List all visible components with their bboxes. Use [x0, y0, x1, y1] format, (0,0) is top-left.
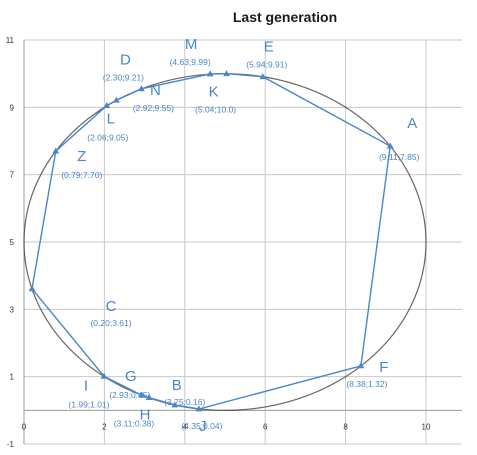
y-tick-label: 5 [10, 238, 15, 247]
point-coord-g: (2.93;0.45) [109, 390, 150, 400]
point-coord-k: (5.04;10.0) [195, 105, 236, 115]
chart-title: Last generation [233, 9, 337, 25]
point-coord-i: (1.99;1.01) [68, 399, 109, 409]
point-marker [357, 362, 365, 369]
point-marker [113, 96, 120, 103]
x-tick-label: 2 [102, 422, 107, 431]
point-coord-z: (0.79;7.70) [61, 170, 102, 180]
point-coord-d: (2.30;9.21) [103, 72, 144, 82]
point-marker [100, 372, 108, 379]
grid: 0 2 4 6 8 10 -1 1 3 5 7 9 11 [6, 36, 462, 449]
point-marker [206, 70, 214, 77]
y-tick-label: -1 [7, 440, 15, 449]
x-tick-label: 0 [22, 422, 27, 431]
point-label-n: N [150, 82, 161, 99]
x-tick-label: 4 [183, 422, 188, 431]
point-coord-a: (9.11;7.85) [379, 152, 420, 162]
point-marker [52, 147, 60, 154]
y-tick-label: 1 [10, 373, 15, 382]
point-coord-f: (8.38;1.32) [346, 379, 387, 389]
point-label-c: C [106, 298, 117, 315]
point-coord-n: (2.92;9.55) [133, 103, 174, 113]
point-coord-b: (3.75;0.16) [164, 397, 205, 407]
point-marker [103, 102, 111, 109]
label-layer: A (9.11;7.85) F (8.38;1.32) J(4.35;0.04) B (3.… [61, 36, 419, 435]
point-label-l: L [107, 111, 115, 128]
y-tick-label: 9 [10, 103, 15, 112]
point-label-h: H [140, 407, 151, 424]
point-coord-h: (3.11;0.38) [114, 419, 155, 429]
point-label-g: G [125, 368, 137, 385]
point-marker [195, 405, 203, 412]
y-tick-label: 11 [6, 36, 15, 45]
point-coord-c: (0.20;3.61) [90, 318, 131, 328]
point-coord-m: (4.63;9.99) [170, 57, 211, 67]
point-label-i: I [84, 377, 88, 394]
point-label-j: J [199, 418, 207, 435]
x-tick-label: 6 [263, 422, 268, 431]
point-marker [137, 85, 145, 92]
y-tick-label: 3 [10, 305, 15, 314]
point-coord-j: (4.35;0.04) [181, 421, 222, 431]
y-tick-label: 7 [10, 171, 15, 180]
tour-path-layer [31, 72, 391, 410]
point-label-a: A [407, 115, 417, 132]
x-tick-label: 8 [343, 422, 348, 431]
point-marker [386, 142, 394, 149]
point-marker [223, 70, 231, 77]
point-marker [171, 401, 179, 408]
point-label-d: D [120, 51, 131, 68]
point-marker [138, 391, 146, 398]
point-label-e: E [264, 39, 274, 56]
point-label-f: F [379, 359, 388, 376]
point-marker [145, 393, 153, 400]
point-marker [28, 285, 36, 292]
point-marker [259, 73, 267, 80]
tour-path [31, 72, 391, 410]
marker-layer [28, 70, 394, 412]
point-coord-l: (2.06;9.05) [87, 133, 128, 143]
point-label-z: Z [77, 148, 86, 165]
point-coord-e: (5.94;9.91) [246, 60, 287, 70]
point-label-m: M [185, 36, 198, 53]
point-label-b: B [172, 377, 182, 394]
point-label-k: K [209, 84, 219, 101]
x-tick-label: 10 [422, 422, 431, 431]
